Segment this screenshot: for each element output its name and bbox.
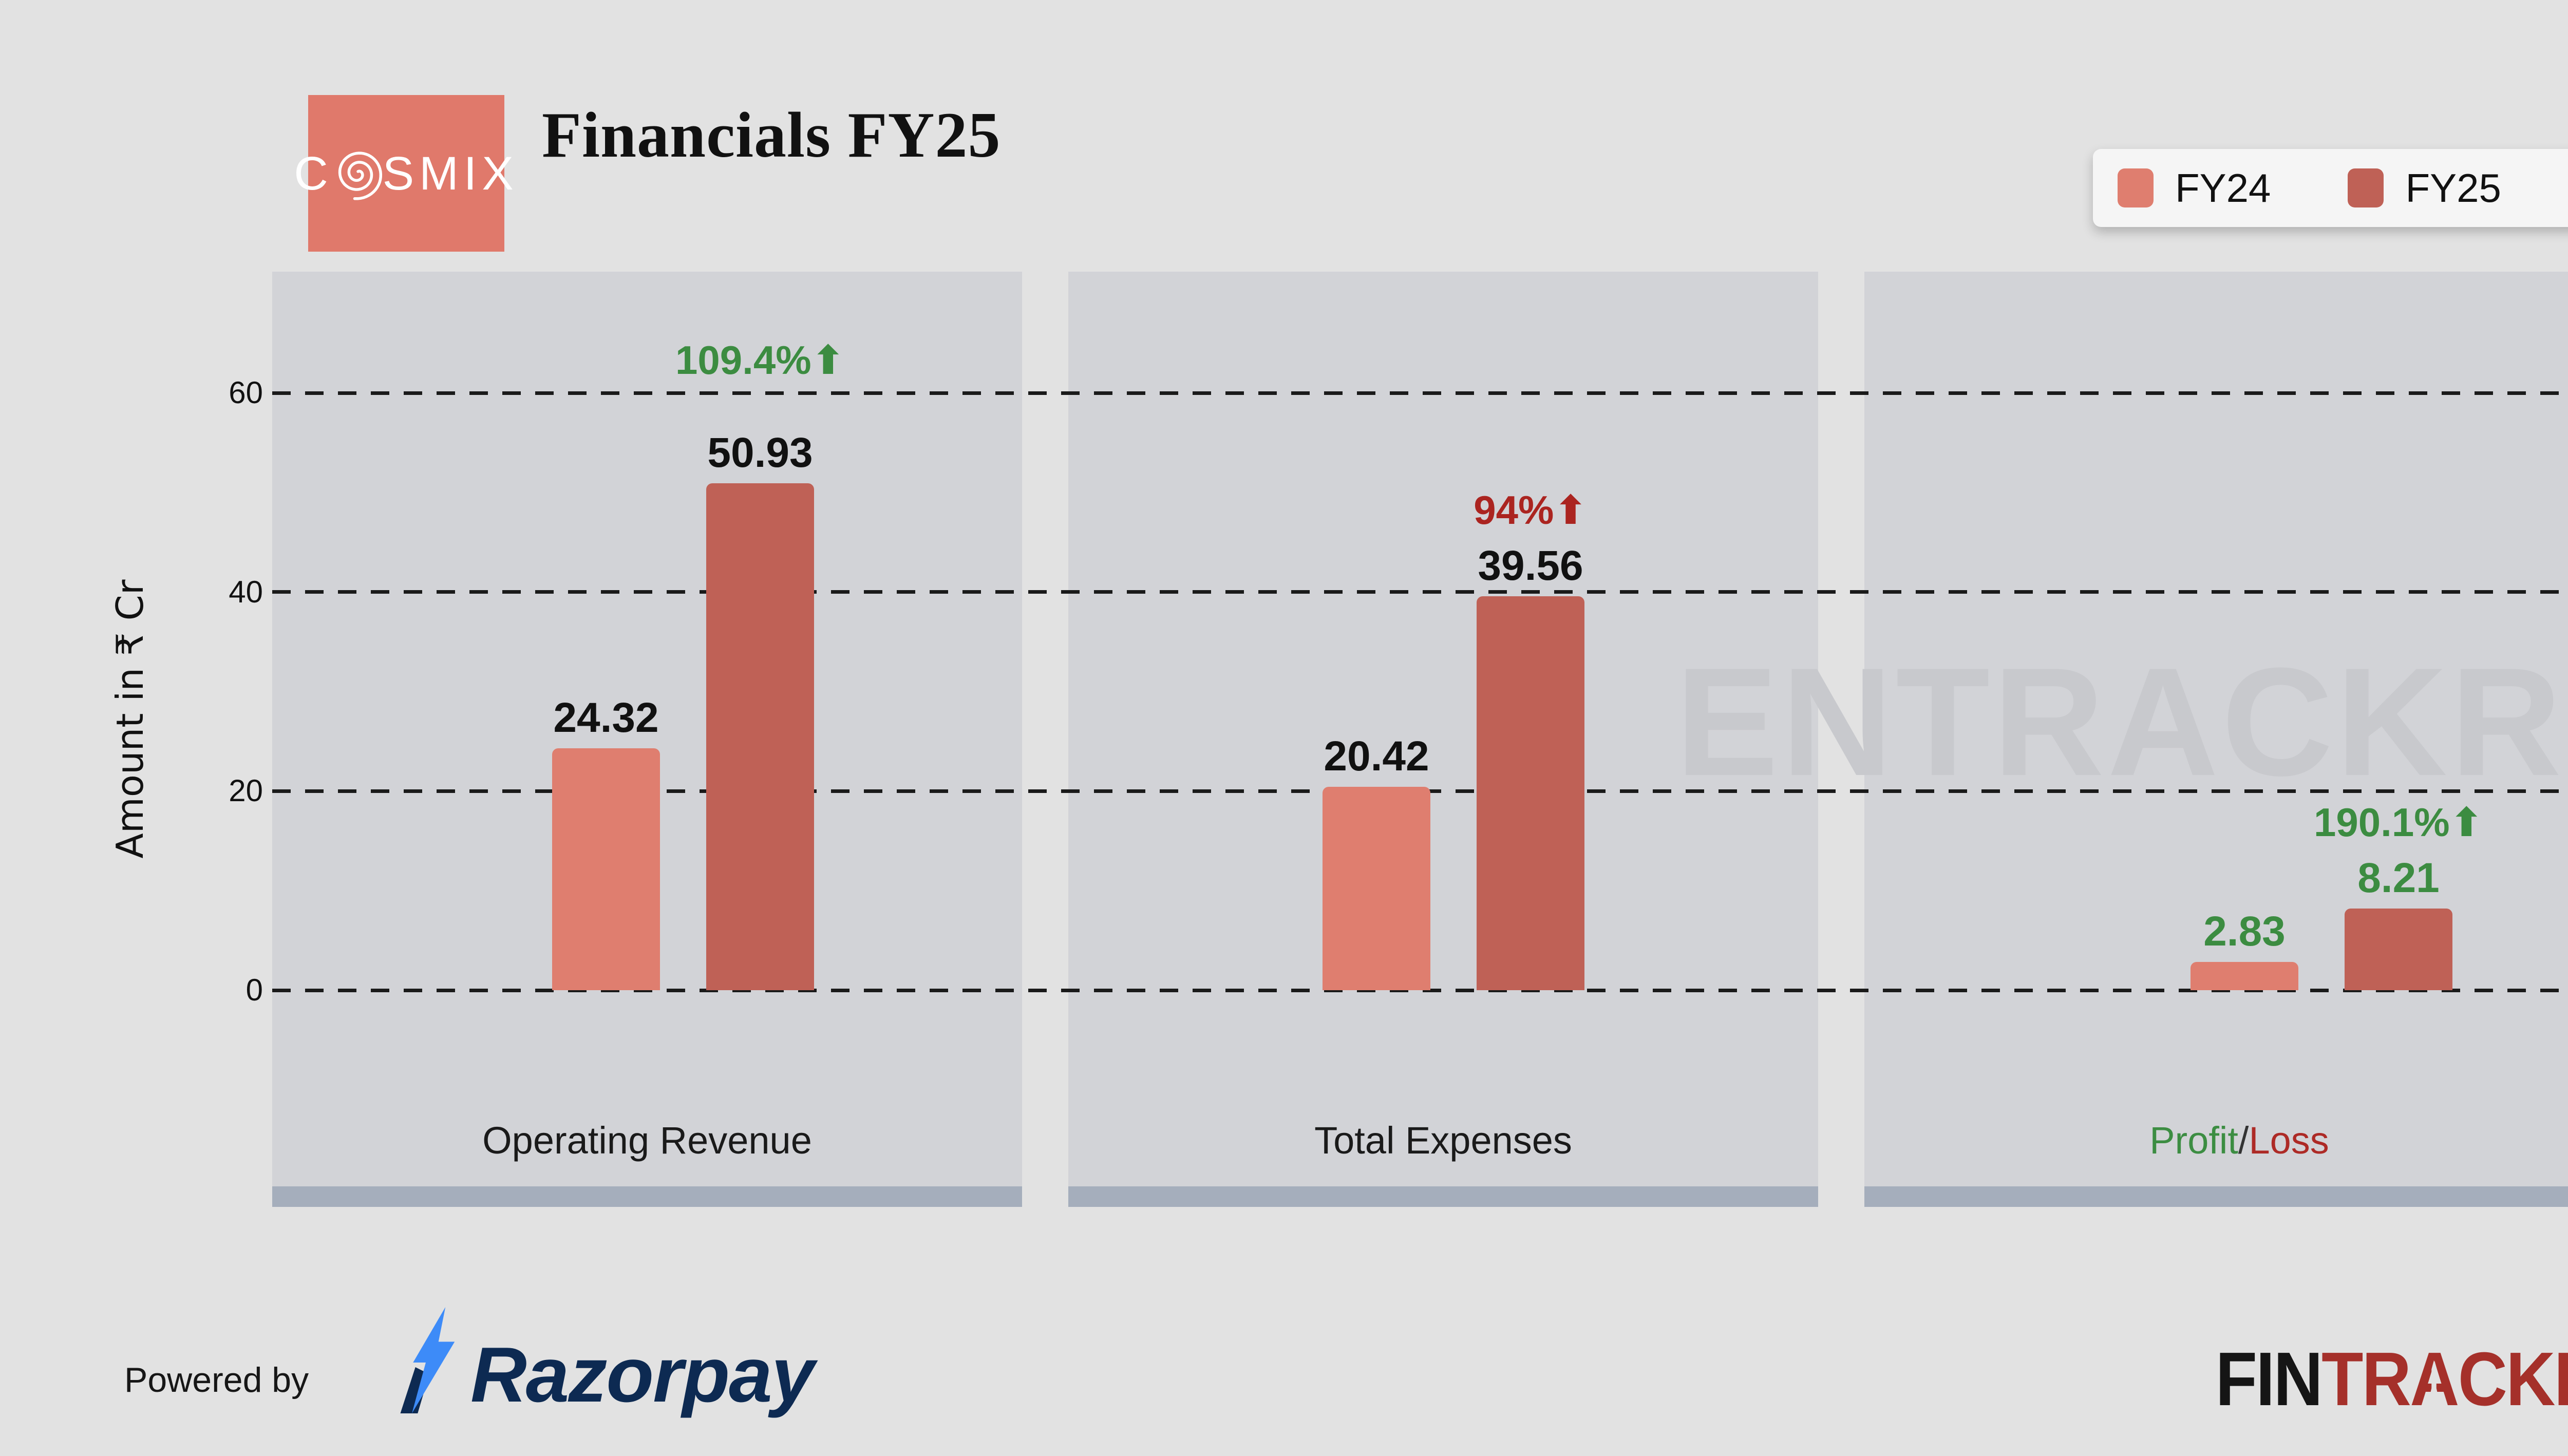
bar-value-fy24-profit-loss: 2.83: [2203, 908, 2286, 955]
up-arrow-icon: ⬆: [1554, 487, 1588, 534]
category-label-segment: Loss: [2249, 1119, 2329, 1162]
bar-value-fy25-operating-revenue: 50.93: [707, 429, 813, 476]
bar-fy24-total-expenses: [1323, 787, 1430, 990]
cosmix-logo-text-rest: SMIX: [382, 147, 519, 200]
legend-label-fy25: FY25: [2405, 165, 2501, 211]
growth-annotation-operating-revenue: 109.4%⬆: [565, 339, 955, 382]
category-label-segment: Total Expenses: [1314, 1119, 1572, 1162]
growth-annotation-text: 94%: [1474, 487, 1554, 533]
chart-legend: FY24 FY25: [2093, 149, 2568, 227]
gridline-40: [272, 590, 2568, 594]
growth-annotation-text: 190.1%: [2314, 799, 2450, 845]
powered-by-label: Powered by: [124, 1360, 309, 1400]
fintrackr-logo: FIN TRACKR: [2215, 1341, 2568, 1417]
panel-total-expenses: [1068, 272, 1818, 1186]
entrackr-watermark: ENTRACKR: [1675, 635, 2565, 808]
bar-fy24-operating-revenue: [552, 748, 660, 990]
cosmix-logo: C SMIX: [294, 95, 514, 252]
up-arrow-icon: ⬆: [2449, 799, 2483, 846]
growth-annotation-profit-loss: 190.1%⬆: [2203, 799, 2568, 846]
y-tick-60: 60: [229, 375, 263, 410]
panel-strip-profit-loss: [1864, 1186, 2568, 1207]
category-label-segment: Profit: [2149, 1119, 2238, 1162]
y-axis-title: Amount in ₹ Cr: [108, 579, 152, 859]
category-label-segment: /: [2238, 1119, 2249, 1162]
fintrackr-fin: FIN: [2215, 1337, 2322, 1422]
bar-value-fy25-total-expenses: 39.56: [1478, 542, 1583, 590]
bar-fy25-total-expenses: [1477, 596, 1584, 990]
y-tick-0: 0: [246, 973, 263, 1007]
spiral-o-icon: [338, 151, 382, 200]
category-label-total-expenses: Total Expenses: [1314, 1119, 1572, 1162]
page-title: Financials FY25: [542, 100, 1001, 171]
bar-fy24-profit-loss: [2191, 962, 2298, 990]
fintrackr-trackr: TRACKR: [2321, 1341, 2568, 1417]
legend-swatch-fy24: [2118, 168, 2154, 207]
cosmix-logo-text-c: C: [294, 147, 333, 200]
category-label-operating-revenue: Operating Revenue: [482, 1119, 812, 1162]
panel-profit-loss: [1864, 272, 2568, 1186]
legend-item-fy24: FY24: [2118, 165, 2271, 212]
fintrackr-trackr-post: CKR: [2458, 1337, 2568, 1422]
bar-value-fy24-total-expenses: 20.42: [1324, 733, 1429, 780]
panel-operating-revenue: [272, 272, 1022, 1186]
growth-annotation-total-expenses: 94%⬆: [1335, 489, 1726, 532]
bar-value-fy25-profit-loss: 8.21: [2357, 854, 2440, 901]
fintrackr-a-with-rocket: A: [2410, 1341, 2459, 1417]
razorpay-logo: Razorpay: [398, 1307, 815, 1419]
panel-strip-operating-revenue: [272, 1186, 1022, 1207]
gridline-60: [272, 391, 2568, 395]
bar-fy25-profit-loss: [2345, 908, 2452, 990]
legend-item-fy25: FY25: [2348, 165, 2501, 212]
y-tick-40: 40: [229, 574, 263, 609]
category-label-profit-loss: Profit/Loss: [2149, 1119, 2329, 1162]
legend-swatch-fy25: [2348, 168, 2384, 207]
panel-strip-total-expenses: [1068, 1186, 1818, 1207]
razorpay-wordmark: Razorpay: [470, 1331, 815, 1419]
fintrackr-trackr-pre: TR: [2321, 1337, 2411, 1422]
bar-fy25-operating-revenue: [706, 483, 814, 990]
gridline-0: [272, 988, 2568, 992]
razorpay-bolt-icon: [400, 1307, 455, 1413]
growth-annotation-text: 109.4%: [675, 337, 811, 383]
bar-value-fy24-operating-revenue: 24.32: [553, 694, 659, 741]
up-arrow-icon: ⬆: [811, 337, 845, 384]
y-tick-20: 20: [229, 773, 263, 808]
category-label-segment: Operating Revenue: [482, 1119, 812, 1162]
legend-label-fy24: FY24: [2175, 165, 2271, 211]
cosmix-logo-text: C SMIX: [294, 147, 518, 200]
